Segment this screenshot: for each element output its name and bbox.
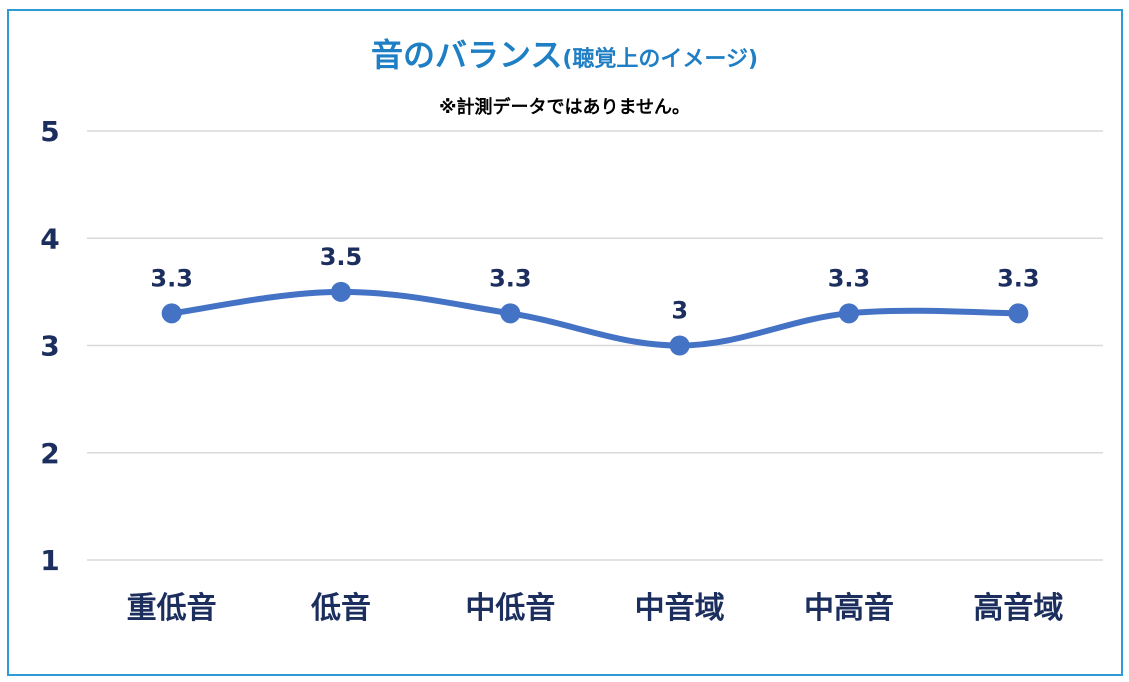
chart-title-suffix: (聴覚上のイメージ) (562, 47, 759, 72)
y-tick-label: 5 (40, 115, 59, 148)
data-label: 3.3 (489, 264, 532, 292)
data-point (331, 281, 351, 302)
chart-title-main: 音のバランス (370, 36, 563, 74)
x-tick-label: 低音 (310, 591, 371, 626)
y-axis-ticks: 1 2 3 4 5 (40, 115, 59, 577)
series-line (168, 288, 1022, 349)
x-tick-label: 高音域 (973, 591, 1063, 626)
data-label: 3.3 (150, 264, 193, 292)
y-tick-label: 1 (40, 544, 59, 577)
chart-subtitle: ※計測データではありません。 (439, 97, 690, 118)
data-point (161, 303, 182, 324)
y-tick-label: 4 (40, 222, 59, 255)
gridlines (87, 130, 1103, 561)
x-tick-label: 中低音 (465, 591, 555, 626)
data-label: 3.3 (997, 264, 1040, 292)
data-points (161, 281, 1029, 356)
chart-frame (7, 9, 1123, 676)
x-tick-label: 中音域 (635, 591, 725, 626)
data-point (500, 303, 521, 324)
y-tick-label: 3 (40, 330, 59, 363)
x-tick-label: 重低音 (127, 591, 217, 626)
data-label: 3 (671, 297, 688, 325)
data-label: 3.5 (320, 243, 363, 271)
x-tick-label: 中高音 (804, 591, 894, 626)
data-point (839, 303, 859, 324)
y-tick-label: 2 (40, 437, 59, 470)
x-axis-ticks: 重低音 低音 中低音 中音域 中高音 高音域 (127, 591, 1064, 626)
series-line-group (168, 288, 1022, 349)
data-point (669, 335, 690, 356)
data-label: 3.3 (828, 264, 871, 292)
data-labels: 3.3 3.5 3.3 3 3.3 3.3 (150, 243, 1039, 325)
chart-title: 音のバランス(聴覚上のイメージ) (0, 30, 1129, 76)
data-point (1008, 303, 1029, 324)
